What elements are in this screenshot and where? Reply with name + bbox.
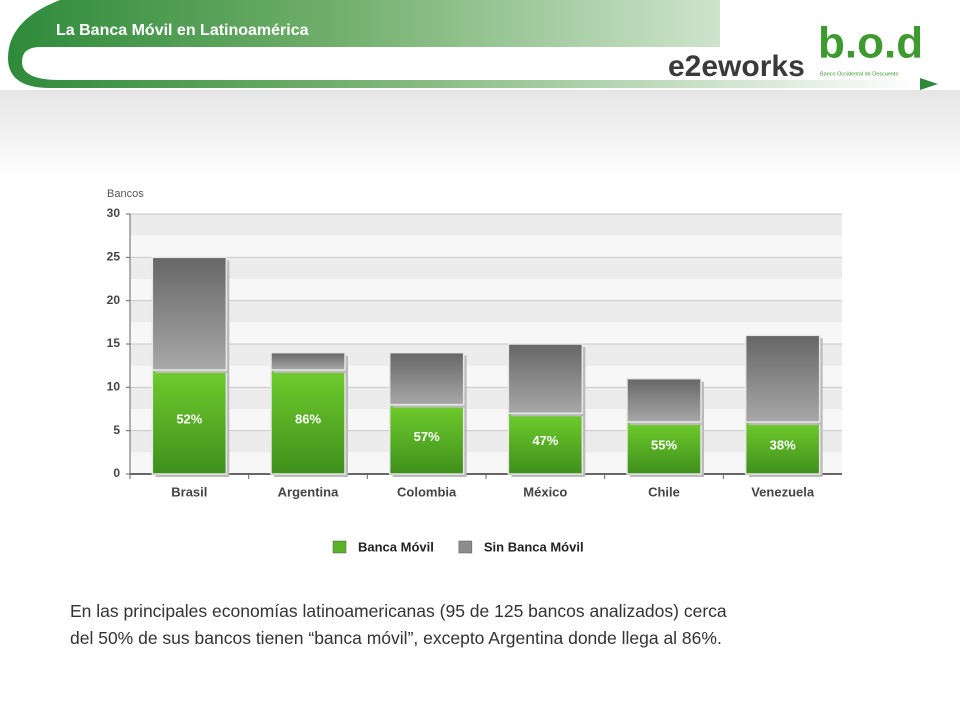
caption-line: En las principales economías latinoameri… [70,601,727,621]
x-tick-label: Brasil [171,484,207,499]
plot-stripe [130,300,842,323]
caption: En las principales economías latinoameri… [70,598,930,652]
header-fade [0,90,960,180]
x-tick-label: Argentina [278,484,339,499]
share-label: 55% [651,437,677,452]
plot-stripe [130,452,842,474]
y-tick-label: 25 [107,250,121,264]
y-tick-label: 5 [113,423,120,437]
bar-segment [507,343,584,415]
y-axis-label: Bancos [107,188,144,200]
legend-swatch [458,540,473,554]
bar-segment [151,256,228,371]
header-arrow [920,78,938,90]
plot-stripe [130,365,842,388]
x-tick-label: Colombia [397,484,457,499]
bar-segment [270,351,346,371]
x-tick-label: Venezuela [751,484,815,499]
y-tick-label: 15 [107,336,121,350]
plot-stripe [130,235,842,258]
share-label: 52% [176,411,202,426]
brand: e2eworks [668,50,805,83]
header-swoosh [8,0,920,88]
x-tick-label: México [523,484,567,499]
bar-segment [744,334,821,423]
y-tick-label: 30 [107,206,121,220]
legend-label: Sin Banca Móvil [484,539,584,554]
plot-stripe [130,344,842,366]
plot-stripe [130,387,842,409]
legend-swatch [332,540,347,554]
bar-segment [626,377,702,423]
plot-stripe [130,214,842,236]
share-label: 86% [295,411,321,426]
x-tick-label: Chile [648,484,680,499]
logo-subtitle: Banco Occidental de Descuento [820,71,899,77]
y-tick-label: 20 [107,293,121,307]
bar-segment [151,369,228,475]
share-label: 57% [414,429,440,444]
share-label: 38% [770,437,796,452]
bar-segment [270,369,346,475]
plot-stripe [130,430,842,453]
y-tick-label: 10 [107,380,121,394]
y-tick-label: 0 [113,466,120,480]
caption-line: del 50% de sus bancos tienen “banca móvi… [70,628,722,648]
logo: b.o.d [818,19,923,68]
plot-stripe [130,279,842,301]
slide-title: La Banca Móvil en Latinoamérica [56,22,309,39]
bar-segment [388,351,465,406]
plot-stripe [130,257,842,279]
legend-label: Banca Móvil [358,539,434,554]
plot-stripe [130,322,842,344]
share-label: 47% [532,433,558,448]
plot-stripe [130,409,842,431]
